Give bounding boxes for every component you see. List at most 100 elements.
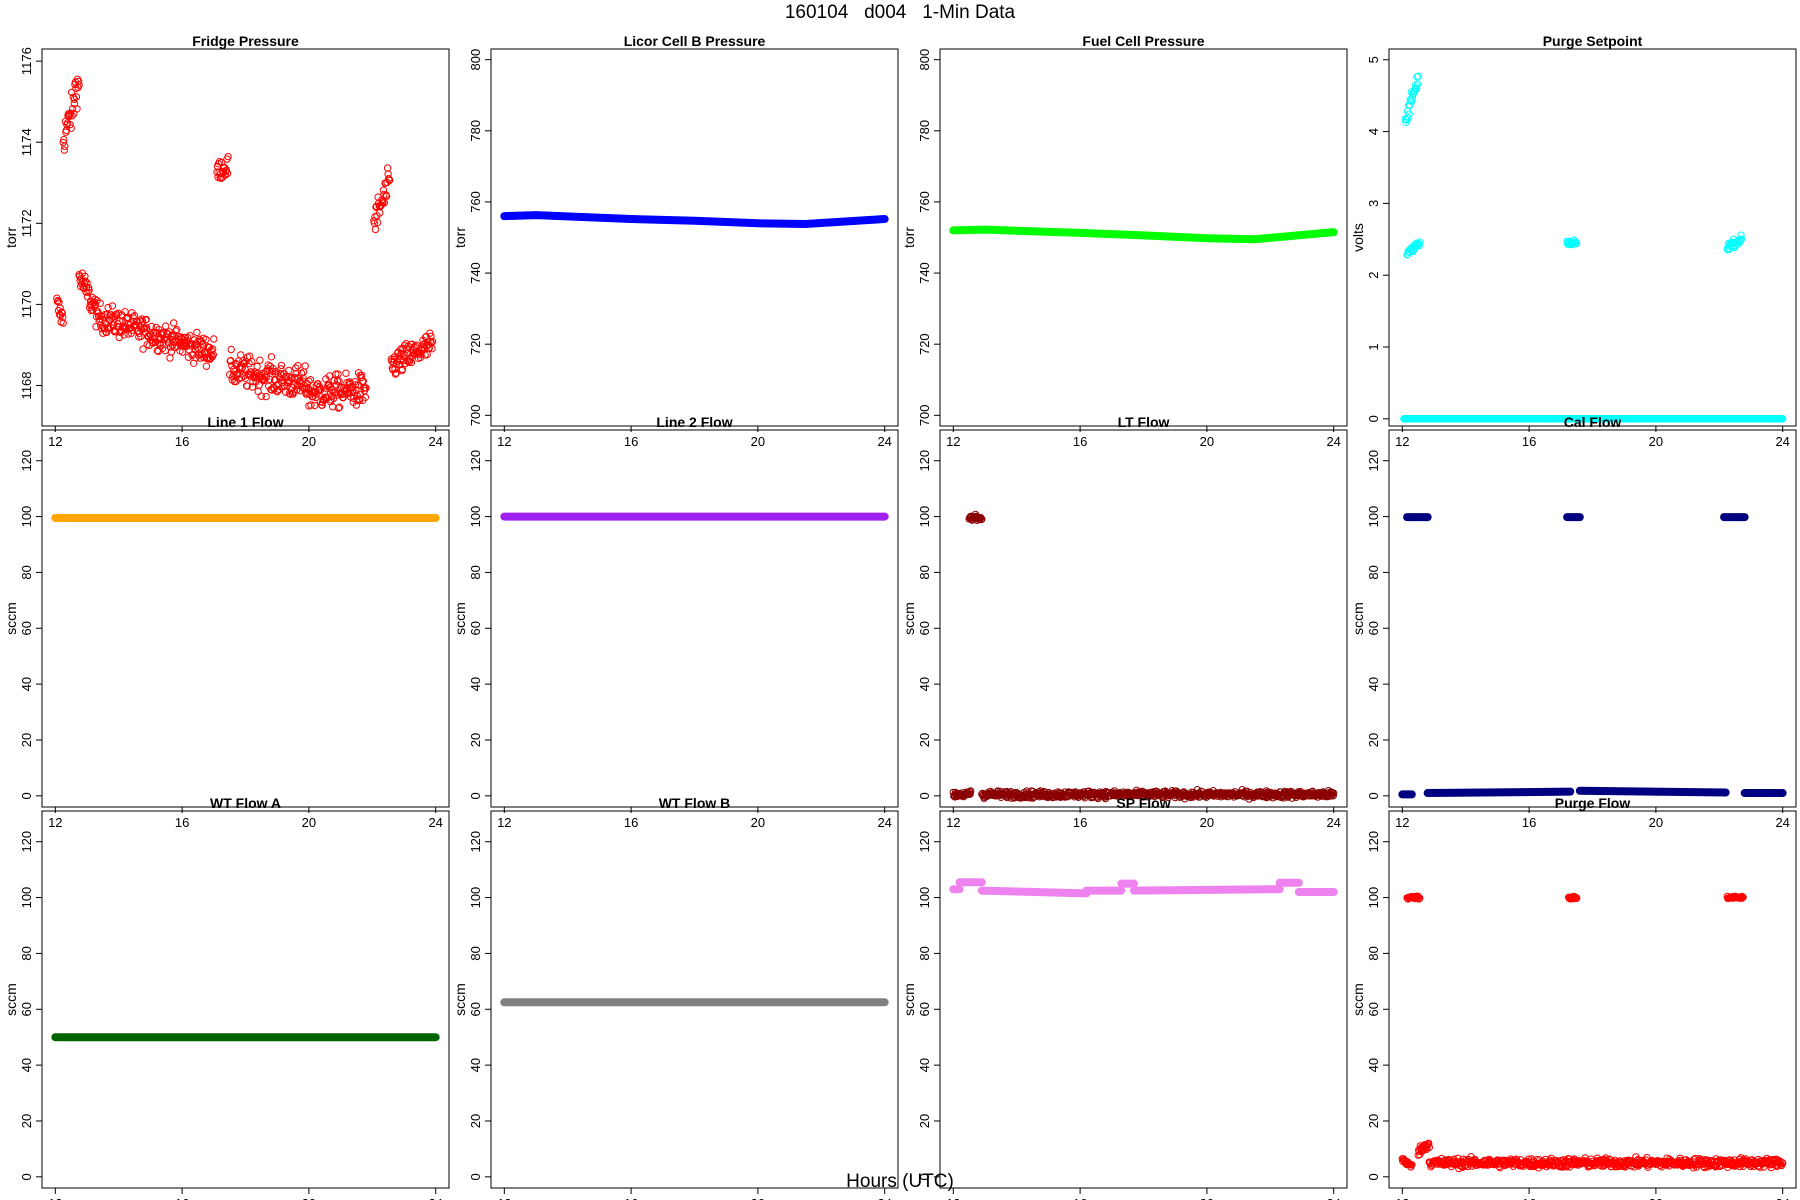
data-point [1041, 788, 1049, 796]
data-point [107, 311, 116, 319]
data-point [1776, 1157, 1785, 1166]
data-point [1415, 242, 1423, 250]
data-series [949, 225, 1338, 244]
y-axis-label: sccm [1350, 602, 1366, 635]
data-point [162, 322, 170, 330]
data-series [1398, 892, 1787, 1173]
y-tick-label: 1176 [19, 47, 34, 75]
y-tick-label: 120 [468, 831, 483, 853]
data-point [428, 337, 437, 346]
data-point [1412, 84, 1420, 92]
data-point [61, 142, 69, 150]
data-point [978, 515, 986, 523]
data-point [966, 790, 974, 798]
data-point [349, 387, 357, 395]
y-tick-label: 60 [19, 1002, 34, 1016]
data-point [81, 272, 89, 280]
data-point [139, 325, 148, 333]
panel-3: Fuel Cell Pressure torr 12 16 20 24 700 720 740 7… [901, 33, 1348, 449]
data-point [428, 345, 436, 353]
y-tick-label: 100 [19, 887, 34, 909]
data-point [202, 362, 211, 370]
x-tick-label: 12 [1395, 434, 1409, 449]
y-tick-label: 780 [917, 120, 932, 142]
data-point [108, 302, 117, 310]
data-point [70, 95, 79, 104]
x-tick-label: 12 [1395, 1196, 1409, 1200]
y-tick-label: 1172 [19, 209, 34, 237]
y-tick-label: 800 [917, 49, 932, 71]
plot-frame [939, 429, 1348, 808]
y-axis-label: sccm [452, 602, 468, 635]
y-tick-label: 40 [19, 677, 34, 691]
data-point [166, 354, 174, 362]
series-band [500, 211, 889, 228]
data-point [1405, 110, 1413, 118]
data-point [54, 296, 62, 305]
data-point [102, 328, 111, 337]
data-point [342, 369, 350, 377]
panel-title: LT Flow [1118, 414, 1170, 430]
y-axis-label: torr [3, 227, 19, 248]
x-tick-label: 20 [302, 815, 316, 830]
data-point [262, 392, 270, 401]
y-tick-label: 20 [917, 733, 932, 747]
y-tick-label: 700 [917, 404, 932, 426]
y-tick-label: 120 [19, 831, 34, 853]
data-point [256, 356, 264, 364]
data-point [221, 171, 230, 179]
data-point [96, 299, 104, 307]
data-point [1737, 231, 1745, 239]
data-point [287, 374, 295, 382]
data-point [335, 377, 343, 385]
data-point [68, 112, 76, 120]
data-point [373, 218, 382, 227]
y-tick-label: 120 [1366, 450, 1381, 472]
y-tick-label: 0 [917, 1173, 932, 1180]
panel-title: Line 1 Flow [207, 414, 283, 430]
y-tick-label: 0 [1366, 415, 1381, 422]
data-point [1425, 1143, 1434, 1152]
data-point [210, 335, 218, 343]
data-point [359, 377, 367, 385]
data-point [75, 81, 83, 89]
y-axis-label: torr [901, 227, 917, 248]
data-point [299, 368, 308, 376]
x-tick-label: 24 [1326, 1196, 1340, 1200]
data-point [202, 335, 210, 344]
x-tick-label: 12 [946, 815, 960, 830]
x-tick-label: 12 [48, 1196, 62, 1200]
y-tick-label: 0 [1366, 1173, 1381, 1180]
y-tick-label: 120 [917, 450, 932, 472]
data-point [292, 364, 300, 372]
data-point [274, 387, 282, 395]
y-tick-label: 0 [1366, 792, 1381, 799]
y-tick-label: 0 [468, 792, 483, 799]
data-point [88, 301, 96, 309]
data-point [1408, 97, 1416, 105]
y-tick-label: 60 [468, 1002, 483, 1016]
series-band [949, 225, 1338, 244]
x-tick-label: 16 [1522, 815, 1536, 830]
data-point [391, 365, 399, 373]
data-point [386, 176, 394, 185]
y-tick-label: 100 [917, 506, 932, 528]
y-tick-label: 720 [917, 333, 932, 355]
x-tick-label: 16 [1073, 815, 1087, 830]
x-tick-label: 24 [1326, 815, 1340, 830]
y-tick-label: 700 [468, 404, 483, 426]
data-point [1739, 893, 1747, 901]
data-point [255, 381, 263, 389]
y-axis-label: sccm [3, 602, 19, 635]
data-series [1400, 72, 1787, 423]
data-point [277, 361, 286, 370]
data-point [1413, 80, 1422, 88]
data-point [139, 345, 147, 353]
x-tick-label: 20 [1200, 815, 1214, 830]
data-point [301, 362, 309, 370]
y-tick-label: 60 [19, 621, 34, 635]
data-series [500, 211, 889, 228]
y-tick-label: 80 [468, 946, 483, 960]
